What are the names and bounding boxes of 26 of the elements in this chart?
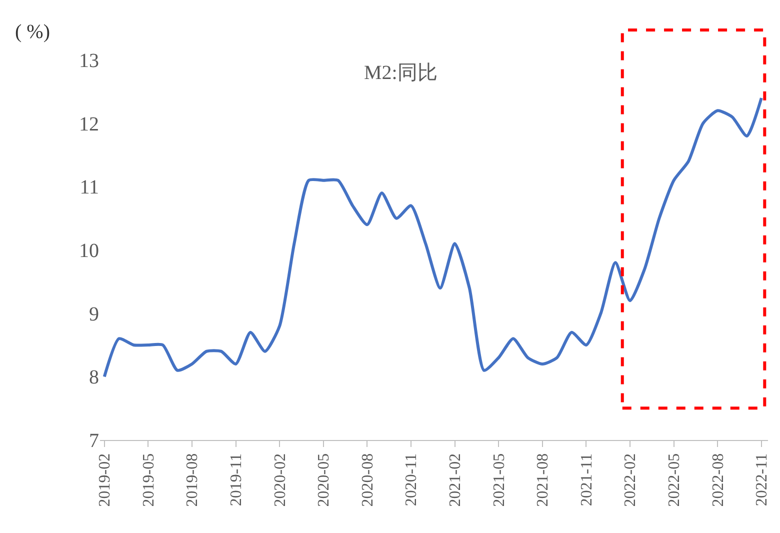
y-tick-label: 11 (80, 176, 99, 199)
y-tick-label: 7 (89, 430, 99, 452)
x-tick-label: 2020-08 (359, 453, 376, 507)
x-tick-label: 2020-02 (272, 453, 289, 507)
x-tick-label: 2019-08 (184, 453, 202, 507)
y-tick-label: 12 (79, 113, 99, 136)
line-series (102, 96, 763, 378)
x-tick-label: 2021-05 (490, 453, 508, 507)
y-tick-label: 10 (79, 240, 99, 262)
y-axis-title: ( %) (15, 21, 50, 43)
x-tick-label: 2022-05 (666, 453, 684, 507)
chart-title: M2:同比 (364, 62, 438, 84)
y-tick-label: 9 (89, 303, 99, 326)
x-tick-label: 2021-02 (447, 453, 464, 507)
y-tick-label: 8 (89, 366, 99, 389)
x-tick-label: 2020-11 (403, 453, 420, 506)
x-tick-label: 2022-02 (622, 453, 640, 507)
x-tick-label: 2022-08 (710, 453, 727, 507)
x-tick-label: 2021-11 (578, 453, 596, 506)
x-tick-label: 2019-11 (228, 453, 245, 506)
x-tick-label: 2019-05 (140, 453, 158, 507)
x-tick-label: 2021-08 (534, 453, 552, 507)
x-tick-label: 2020-05 (316, 453, 333, 507)
x-tick-label: 2022-11 (754, 453, 771, 506)
y-tick-label: 13 (79, 50, 99, 72)
x-tick-label: 2019-02 (96, 453, 114, 507)
